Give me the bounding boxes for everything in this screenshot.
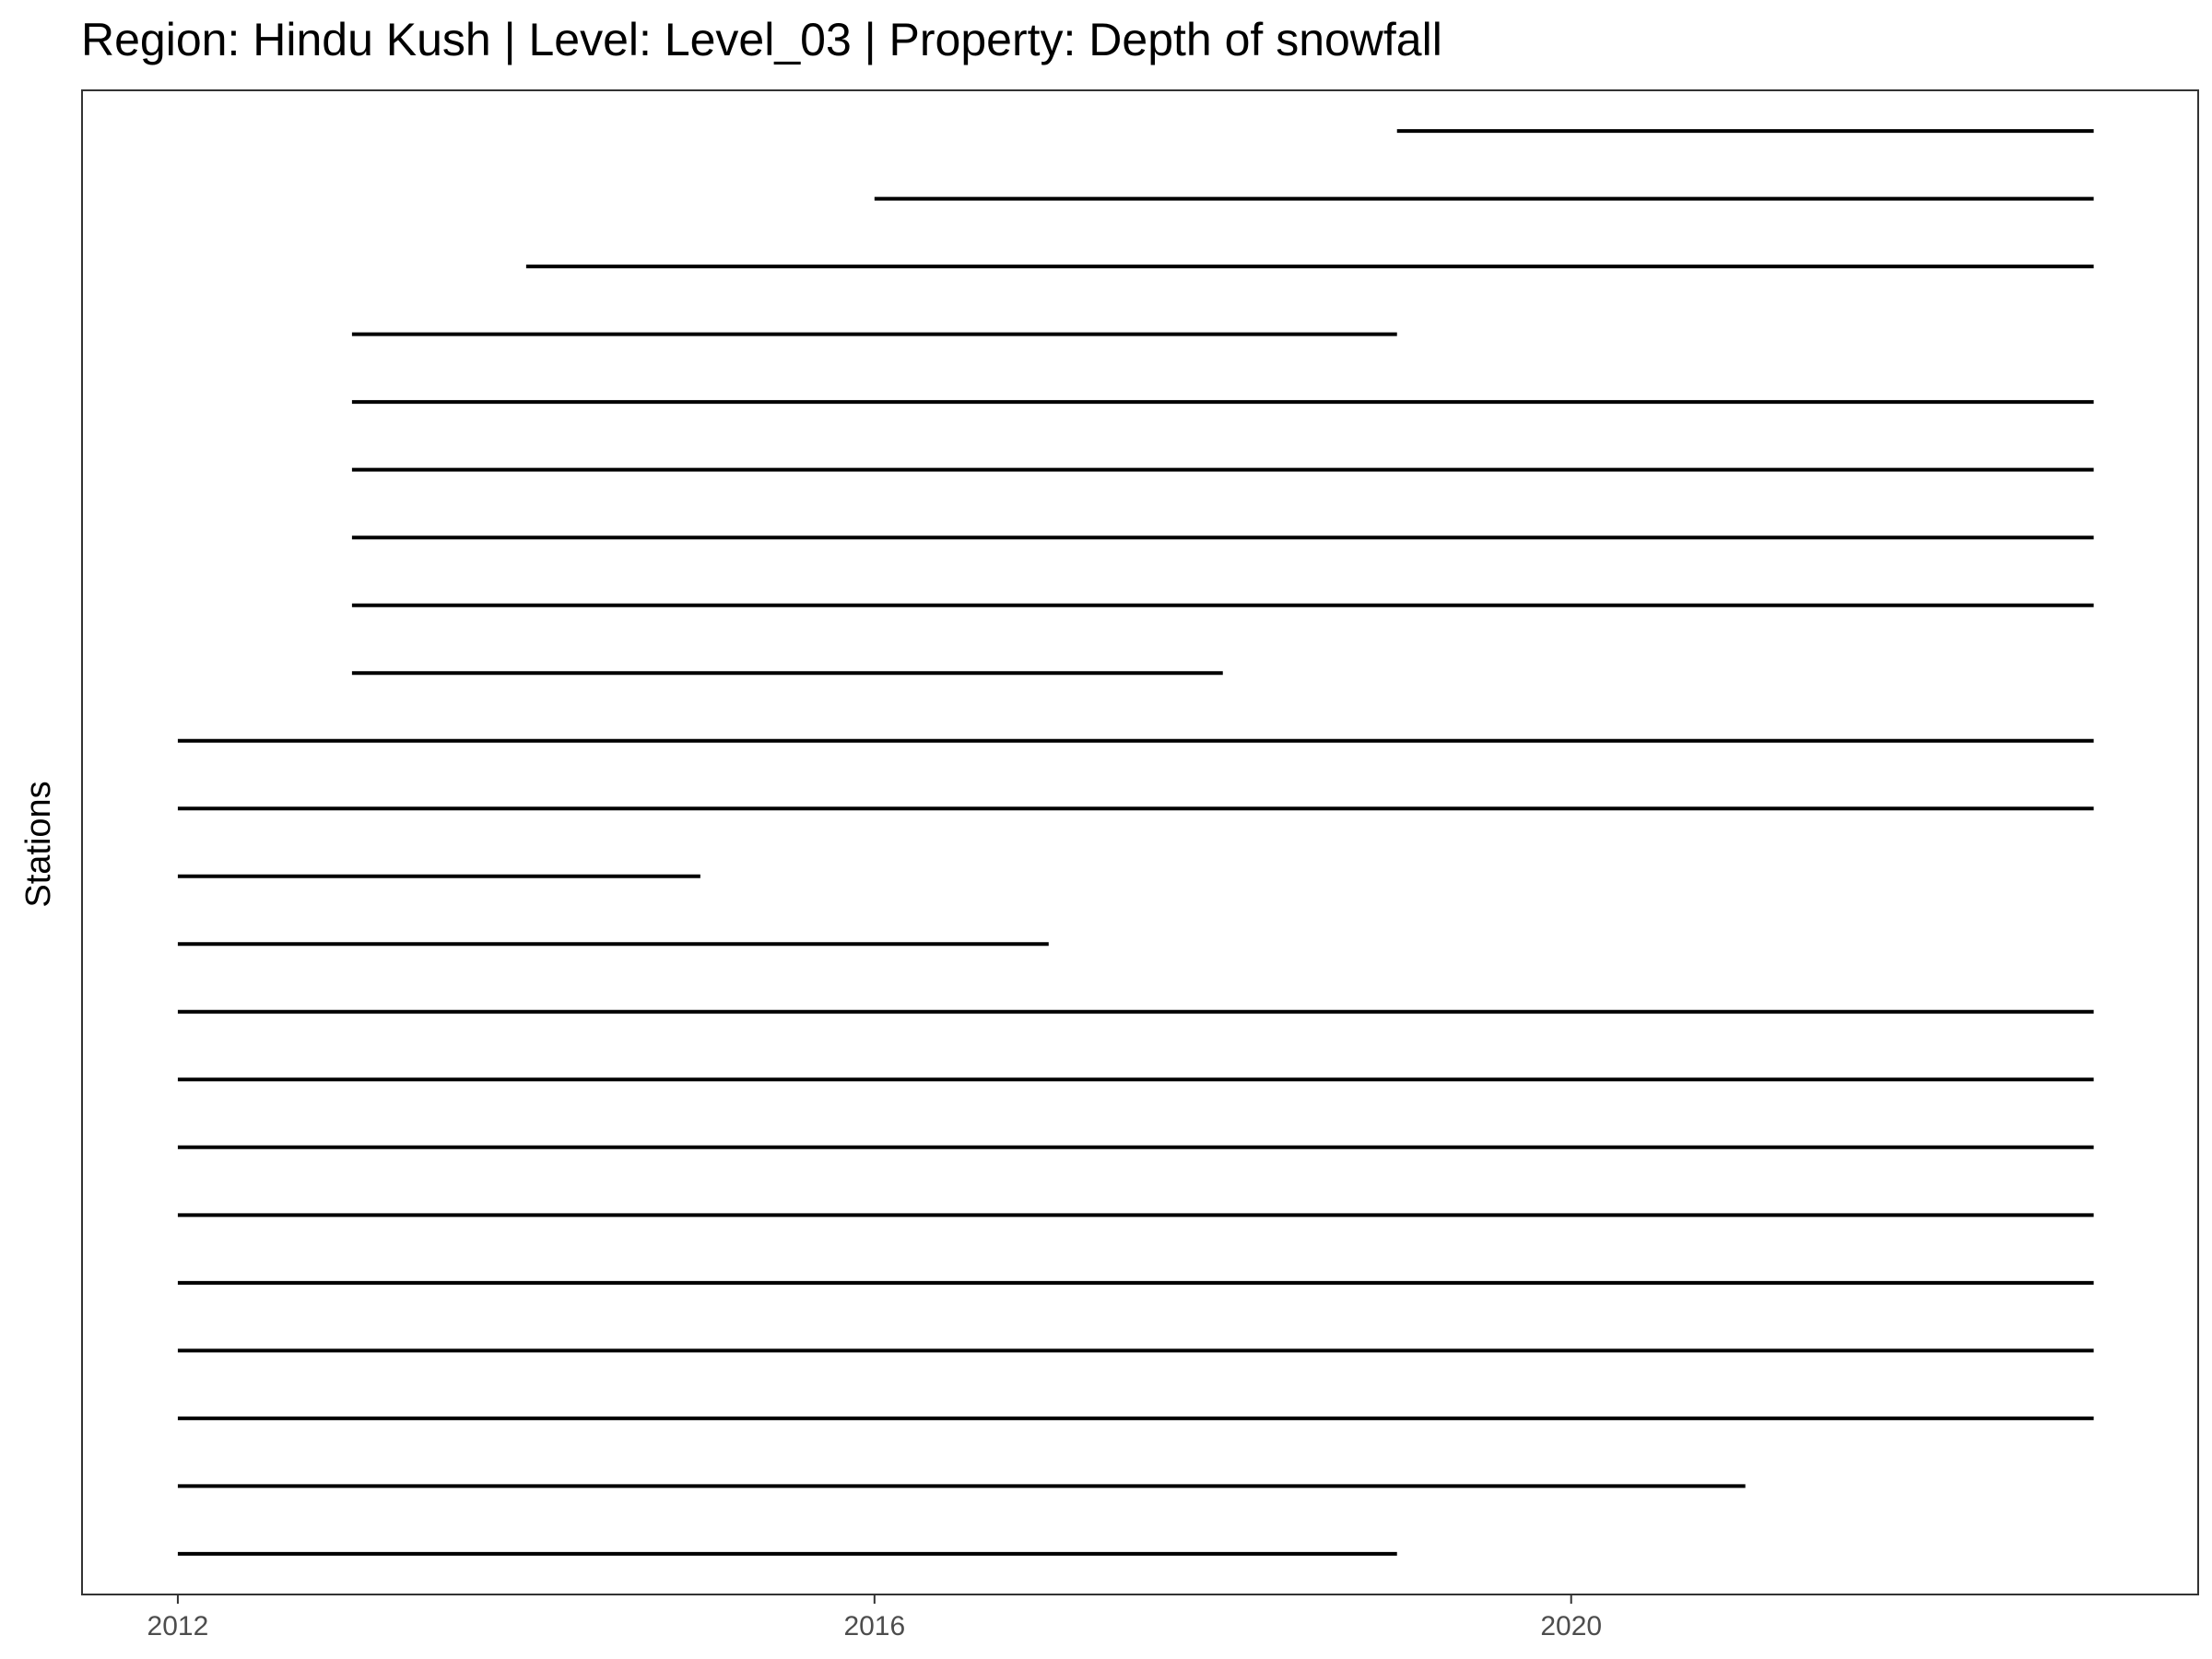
station-segments [177, 129, 2094, 1556]
x-tick-label-2012: 2012 [147, 1611, 209, 1641]
plot-panel [81, 89, 2199, 1595]
chart-title: Region: Hindu Kush | Level: Level_03 | P… [81, 14, 1442, 65]
x-tick-label-2016: 2016 [843, 1611, 905, 1641]
x-tick-label-2020: 2020 [1540, 1611, 1602, 1641]
y-axis-label: Stations [19, 781, 58, 907]
x-axis: 2012 2016 2020 [147, 1594, 1602, 1641]
